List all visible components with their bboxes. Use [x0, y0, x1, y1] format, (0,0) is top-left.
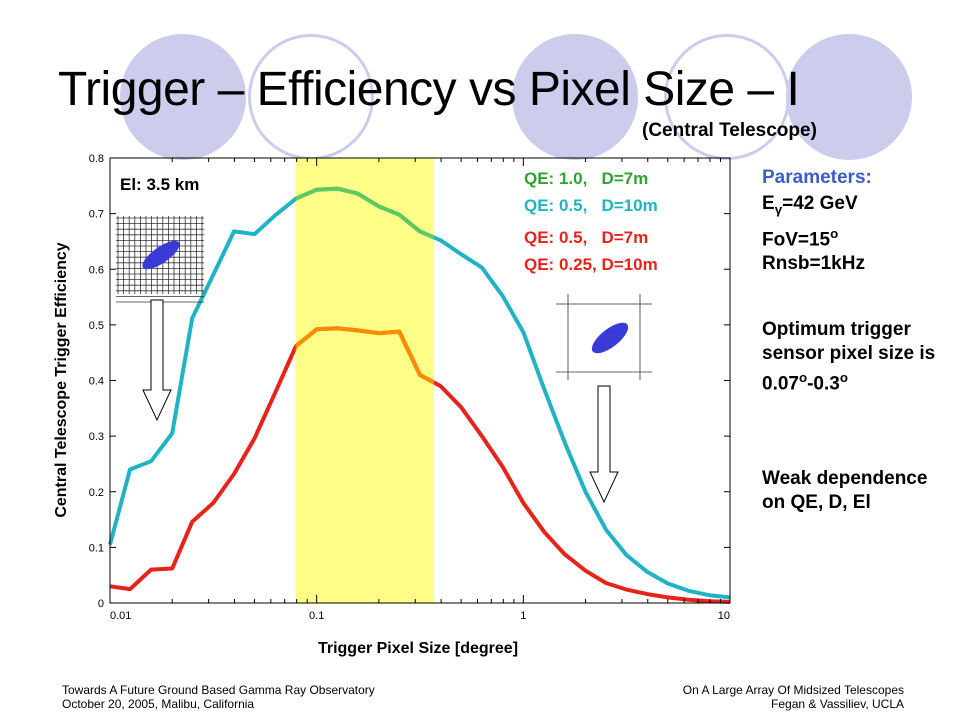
- y-tick-label: 0.8: [89, 153, 104, 165]
- shower-image-ellipse-large-pixels: [591, 322, 629, 354]
- series-line-1-optimum-segment: [295, 186, 435, 240]
- x-tick-label: 1: [520, 610, 526, 622]
- optimum-highlight-band: [295, 158, 435, 603]
- decor-circle-2: [512, 34, 638, 160]
- y-tick-label: 0.1: [89, 542, 104, 554]
- parameters-list: Eγ=42 GeV FoV=15o Rnsb=1kHz: [762, 192, 865, 276]
- down-arrow-left: [142, 299, 172, 422]
- x-tick-label: 0.01: [110, 610, 131, 622]
- param-rnsb: Rnsb=1kHz: [762, 253, 865, 275]
- param-energy: Eγ=42 GeV: [762, 193, 858, 217]
- legend-entry-4: QE: 0.25, D=10m: [524, 255, 658, 274]
- y-tick-label: 0.3: [89, 431, 104, 443]
- legend-entry-2: QE: 0.5, D=10m: [524, 196, 658, 215]
- fine-grid-pixel-illustration: [116, 216, 204, 303]
- slide-subtitle: (Central Telescope): [642, 120, 817, 141]
- slide-title: Trigger – Efficiency vs Pixel Size – I: [58, 63, 800, 116]
- y-tick-label: 0.2: [89, 487, 104, 499]
- legend: QE: 1.0, D=7m QE: 0.5, D=10m QE: 0.5, D=…: [524, 169, 658, 274]
- optimum-note: Optimum trigger sensor pixel size is 0.0…: [762, 319, 936, 395]
- y-tick-label: 0.5: [89, 320, 104, 332]
- y-axis-label: Central Telescope Trigger Efficiency: [53, 242, 70, 517]
- weak-dependence-note: Weak dependence on QE, D, El: [762, 468, 928, 513]
- down-arrow-right: [589, 385, 619, 504]
- y-tick-label: 0: [98, 598, 104, 610]
- footer-left: Towards A Future Ground Based Gamma Ray …: [62, 683, 375, 711]
- x-tick-label: 10: [718, 610, 730, 622]
- legend-entry-1: QE: 1.0, D=7m: [524, 169, 648, 188]
- shower-image-ellipse-small-pixels: [142, 240, 180, 270]
- y-tick-label: 0.4: [89, 376, 104, 388]
- decor-ring-1: [248, 34, 374, 160]
- legend-entry-3: QE: 0.5, D=7m: [524, 228, 648, 247]
- footer-right: On A Large Array Of Midsized Telescopes …: [682, 683, 904, 711]
- parameters-heading: Parameters:: [762, 167, 872, 188]
- decor-circle-1: [120, 34, 246, 160]
- elevation-annotation: El: 3.5 km: [120, 175, 199, 194]
- x-axis-label: Trigger Pixel Size [degree]: [318, 640, 518, 657]
- y-tick-label: 0.7: [89, 209, 104, 221]
- y-tick-label: 0.6: [89, 264, 104, 276]
- decor-circle-3: [786, 34, 912, 160]
- param-fov: FoV=15o: [762, 225, 839, 251]
- series-line-2-optimum-segment: [295, 326, 435, 385]
- x-tick-label: 0.1: [309, 610, 324, 622]
- coarse-grid-pixel-illustration: [556, 294, 652, 380]
